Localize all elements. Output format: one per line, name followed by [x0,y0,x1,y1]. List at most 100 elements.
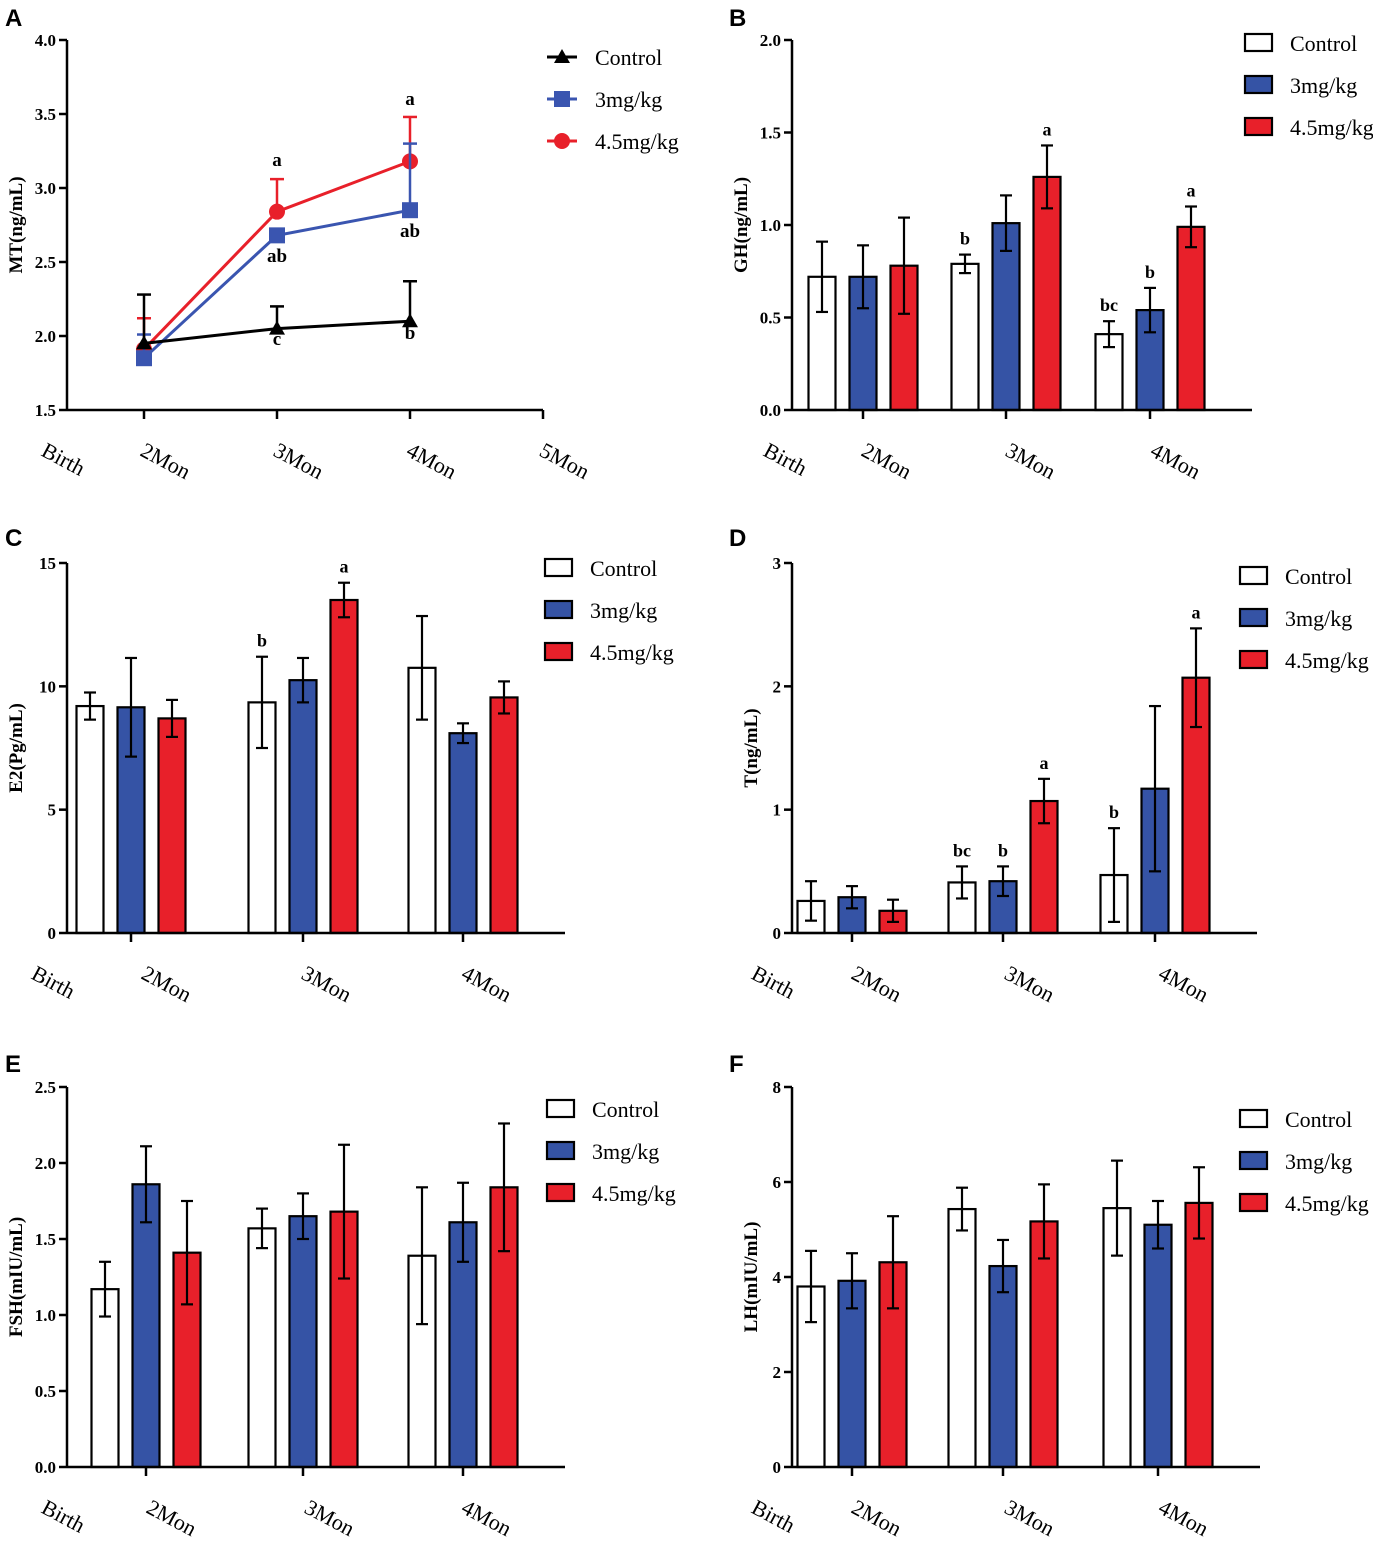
legend-swatch [1238,1150,1269,1171]
y-tick-label: 15 [39,554,56,573]
y-tick-label: 2 [773,677,782,696]
y-tick-label: 6 [773,1173,782,1192]
legend-swatch [1238,1192,1269,1213]
x-category-label: 3Mon [1002,437,1060,484]
y-tick-label: 4 [773,1268,782,1287]
legend-label: Control [1285,1107,1352,1132]
panel-c: C 0 5 10 15 E2(Pg/mL) b a Birth 2Mon 3Mon 4Mon Contr… [5,525,674,1007]
bar [157,717,187,935]
significance-letter: ab [267,246,287,267]
panel-f: F 0 2 4 6 8 LH(mIU/mL) Birth 2Mon 3Mon 4Mon Control… [729,1051,1369,1541]
x-category-label: 4Mon [1155,1494,1213,1541]
panel-label: F [729,1051,744,1078]
y-tick-label: 1.0 [760,216,781,235]
y-tick-label: 0.5 [35,1382,56,1401]
legend-swatch [1238,1108,1269,1129]
y-tick-label: 2.5 [35,253,56,272]
legend-marker [554,49,570,63]
y-tick-label: 0.5 [760,309,781,328]
significance-letter: a [1040,753,1049,773]
y-tick-label: 8 [773,1078,782,1097]
legend-label: Control [1290,31,1357,56]
bar [1176,225,1206,412]
panel-a: A 1.5 2.0 2.5 3.0 3.5 4.0 MT(ng/mL) Birth 2Mon 3Mo… [5,5,679,484]
legend-label: Control [595,45,662,70]
x-category-label: 4Mon [458,1494,516,1541]
y-tick-label: 2 [773,1363,782,1382]
y-axis-title: GH(ng/mL) [731,177,752,273]
legend-label: 4.5mg/kg [1285,648,1369,673]
legend-swatch [1243,116,1274,137]
y-tick-label: 1.5 [35,1230,56,1249]
y-axis-title: T(ng/mL) [741,708,762,787]
legend-label: 4.5mg/kg [592,1181,676,1206]
legend-marker [554,91,570,107]
x-category-label: Birth [38,437,90,480]
bar [1143,1223,1173,1469]
x-category-label: 2Mon [848,960,906,1007]
significance-letter: a [1192,602,1201,622]
x-category-label: 5Mon [536,437,594,484]
y-axis-title: LH(mIU/mL) [741,1222,762,1333]
bar [1184,1201,1214,1469]
legend-label: 4.5mg/kg [590,640,674,665]
x-category-label: Birth [748,1494,800,1537]
significance-letter: a [1043,119,1052,139]
significance-letter: b [1109,802,1119,822]
y-tick-label: 0 [773,1458,782,1477]
legend-label: 3mg/kg [1290,73,1357,98]
bar [950,262,980,412]
y-axis-title: MT(ng/mL) [6,176,27,273]
data-point [136,335,152,350]
data-point [269,203,285,220]
bar [1032,175,1062,412]
y-tick-label: 3.0 [35,179,56,198]
x-category-label: 4Mon [403,437,461,484]
x-category-label: 4Mon [458,960,516,1007]
x-category-label: 3Mon [270,437,328,484]
bar [988,1264,1018,1469]
significance-letter: b [257,631,267,651]
panel-label: D [729,525,746,552]
y-tick-label: 0.0 [760,401,781,420]
y-tick-label: 1.5 [760,124,781,143]
x-category-label: Birth [28,960,80,1003]
panel-label: B [729,5,746,32]
data-point [269,320,285,335]
significance-letter: a [272,150,282,171]
y-tick-label: 2.0 [35,1154,56,1173]
significance-letter: a [1187,181,1196,201]
legend-label: Control [1285,564,1352,589]
bar [131,1183,161,1469]
y-axis-title: E2(Pg/mL) [6,703,27,793]
legend-swatch [545,1140,576,1161]
x-category-label: 3Mon [1001,960,1059,1007]
significance-letter: a [340,557,349,577]
bar [991,222,1021,412]
bar [1029,1220,1059,1469]
panel-label: A [5,5,22,32]
bar [75,704,105,935]
legend-swatch [1238,649,1269,670]
x-category-label: 2Mon [848,1494,906,1541]
significance-letter: ab [400,221,420,242]
legend-label: 3mg/kg [1285,606,1352,631]
bar [247,1227,277,1469]
y-tick-label: 2.0 [760,31,781,50]
legend-label: 3mg/kg [592,1139,659,1164]
significance-letter: bc [1100,295,1118,315]
x-category-label: 3Mon [1001,1494,1059,1541]
legend-label: Control [590,556,657,581]
legend-swatch [1243,74,1274,95]
data-point [402,202,418,219]
legend-swatch [543,557,574,578]
x-category-label: 3Mon [301,1494,359,1541]
bar [448,1221,478,1469]
significance-letter: bc [953,840,971,860]
y-tick-label: 1.0 [35,1306,56,1325]
x-category-label: 4Mon [1155,960,1213,1007]
bar [288,1215,318,1469]
significance-letter: c [273,329,281,350]
legend-swatch [1238,607,1269,628]
